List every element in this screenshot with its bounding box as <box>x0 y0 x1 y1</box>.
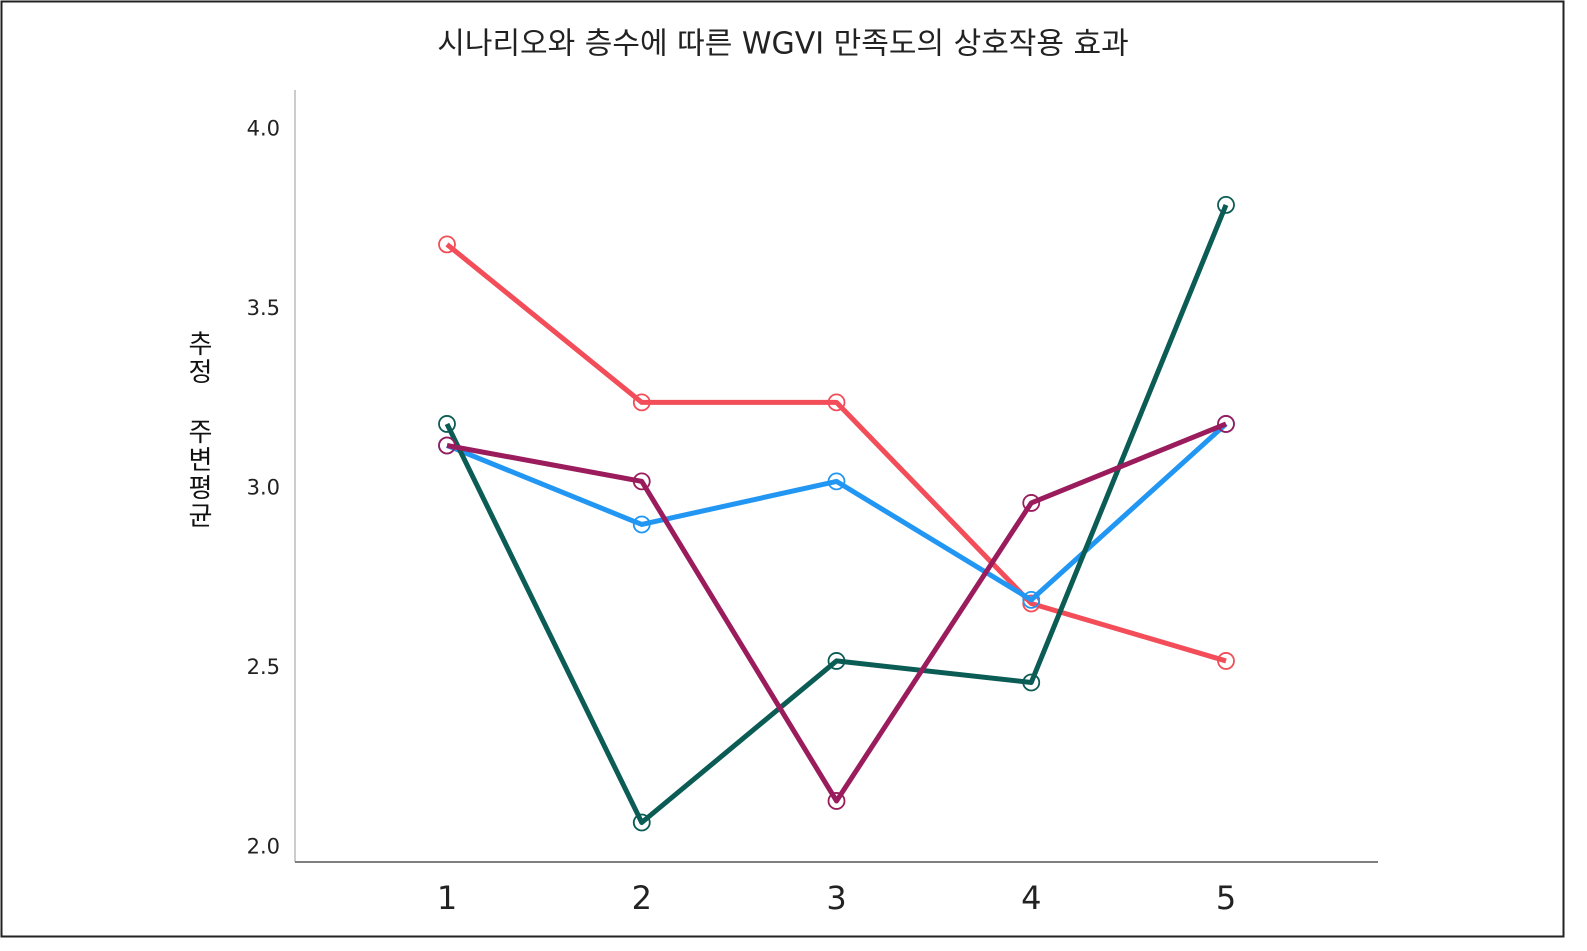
series-line <box>446 421 1227 804</box>
frame <box>0 0 1565 938</box>
data-point <box>632 515 651 534</box>
data-point <box>438 235 456 254</box>
data-point <box>1217 415 1235 433</box>
data-point <box>827 472 846 491</box>
data-point <box>1217 196 1235 214</box>
data-point <box>438 415 456 433</box>
data-point <box>827 652 846 670</box>
series-line <box>445 242 1227 664</box>
x-tick-label: 5 <box>1216 879 1236 917</box>
x-tick-label: 1 <box>437 879 457 917</box>
data-point <box>1217 652 1235 670</box>
data-point <box>632 813 651 832</box>
y-tick-label: 2.0 <box>247 835 280 859</box>
data-point <box>1022 590 1041 609</box>
series-line <box>444 203 1229 826</box>
data-point <box>632 393 651 412</box>
data-point <box>1022 673 1041 692</box>
data-point <box>827 393 846 412</box>
data-point <box>1022 494 1041 512</box>
y-axis-label: 추정 주변평균 <box>183 330 213 530</box>
chart-title: 시나리오와 층수에 따른 WGVI 만족도의 상호작용 효과 <box>437 27 1129 62</box>
y-tick-label: 3.0 <box>247 476 280 500</box>
data-point <box>632 472 651 491</box>
data-point <box>827 792 846 810</box>
y-tick-label: 2.5 <box>247 655 280 679</box>
y-tick-label: 3.5 <box>247 296 280 320</box>
x-tick-label: 2 <box>632 879 652 917</box>
series-line <box>446 422 1228 603</box>
x-tick-label: 3 <box>826 879 846 917</box>
y-tick-label: 4.0 <box>247 116 280 140</box>
x-tick-label: 4 <box>1021 879 1041 917</box>
data-point <box>438 436 456 455</box>
